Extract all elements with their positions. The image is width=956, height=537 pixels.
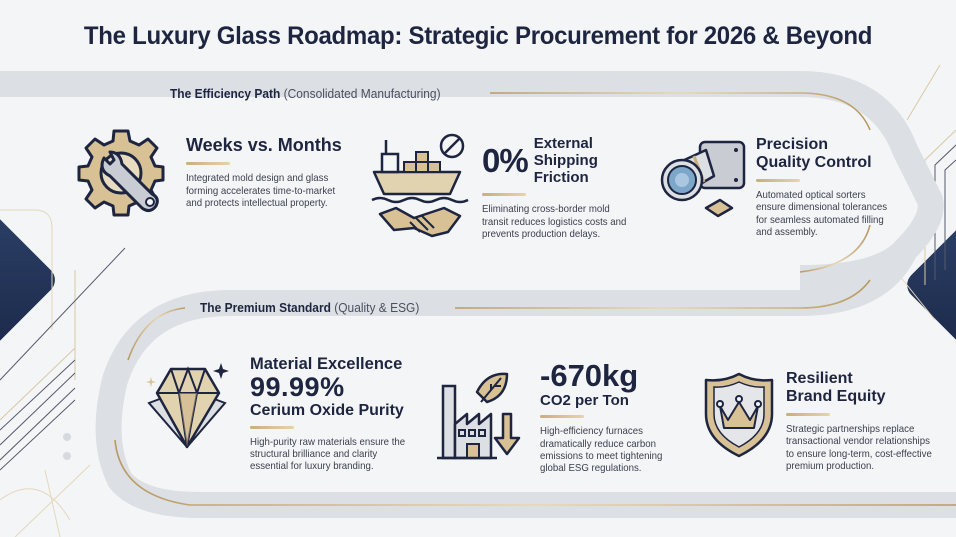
page-title: The Luxury Glass Roadmap: Strategic Proc… xyxy=(83,22,873,50)
card-heading-line2: Brand Equity xyxy=(786,387,886,405)
card-description: Strategic partnerships replace transacti… xyxy=(786,422,932,472)
card-heading-line2: Quality Control xyxy=(756,153,872,171)
gold-divider xyxy=(186,162,230,166)
card-description: Automated optical sorters ensure dimensi… xyxy=(756,188,888,238)
card-heading-line2: Shipping Friction xyxy=(533,151,598,186)
section-label-bold: The Premium Standard xyxy=(200,300,331,315)
gold-divider xyxy=(756,178,800,182)
shield-crown-icon xyxy=(704,372,774,458)
section-label-rest: (Quality & ESG) xyxy=(334,300,420,315)
card-heading: Material Excellence xyxy=(250,355,403,373)
card-subheading: CO2 per Ton xyxy=(540,391,629,409)
gold-divider xyxy=(786,412,830,416)
cargo-ship-handshake-icon xyxy=(371,133,469,238)
stat-value: 0% xyxy=(482,142,529,180)
card-subheading: Cerium Oxide Purity xyxy=(250,401,404,419)
stat-value: 99.99% xyxy=(250,372,345,403)
card-heading-line1: Resilient xyxy=(786,370,853,387)
section-label-rest: (Consolidated Manufacturing) xyxy=(283,86,441,101)
gold-divider xyxy=(250,425,294,429)
camera-sensor-icon xyxy=(660,140,746,218)
card-heading: Weeks vs. Months xyxy=(186,135,342,155)
gear-wrench-icon xyxy=(77,129,165,217)
gold-divider xyxy=(482,193,526,197)
gold-divider xyxy=(540,415,584,419)
card-heading-line1: External xyxy=(533,135,593,152)
card-heading-line1: Precision xyxy=(756,136,829,153)
card-description: Eliminating cross-border mold transit re… xyxy=(482,203,627,241)
factory-leaf-icon xyxy=(437,372,521,460)
stat-value: -670kg xyxy=(540,358,639,393)
section-label-bold: The Efficiency Path xyxy=(170,86,281,101)
card-description: Integrated mold design and glass forming… xyxy=(186,172,336,209)
card-description: High-efficiency furnaces dramatically re… xyxy=(540,425,663,475)
diamond-icon xyxy=(146,363,229,449)
section-label-premium: The Premium Standard (Quality & ESG) xyxy=(200,300,419,315)
card-description: High-purity raw materials ensure the str… xyxy=(250,435,406,473)
section-label-efficiency: The Efficiency Path (Consolidated Manufa… xyxy=(170,86,441,101)
